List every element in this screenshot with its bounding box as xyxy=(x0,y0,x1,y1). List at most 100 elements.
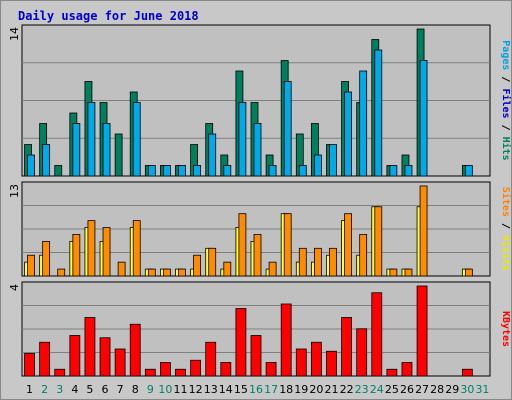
legend-part: KBytes xyxy=(500,311,511,347)
bar-kbytes-day-21 xyxy=(326,350,337,377)
bar-sites-day-3 xyxy=(57,268,66,277)
x-tick-label: 19 xyxy=(294,383,308,396)
bar-files-day-22 xyxy=(344,91,352,177)
bar-kbytes-day-13 xyxy=(205,341,217,377)
bar-files-day-27 xyxy=(419,60,428,177)
bar-sites-day-10 xyxy=(163,268,171,277)
bar-files-day-20 xyxy=(313,154,322,177)
bar-sites-day-16 xyxy=(253,234,262,277)
bar-kbytes-day-20 xyxy=(310,341,322,377)
bar-sites-day-22 xyxy=(344,213,352,277)
bar-files-day-12 xyxy=(193,165,202,177)
bar-kbytes-day-11 xyxy=(175,368,186,377)
bar-files-day-10 xyxy=(163,165,171,177)
legend-part: / xyxy=(500,119,511,137)
x-tick-label: 13 xyxy=(204,383,218,396)
bar-sites-day-14 xyxy=(223,261,232,277)
x-tick-label: 15 xyxy=(234,383,248,396)
bar-files-day-24 xyxy=(374,49,383,177)
x-tick-label: 23 xyxy=(355,383,369,396)
bar-kbytes-day-5 xyxy=(84,317,96,377)
bar-kbytes-day-27 xyxy=(416,285,428,377)
legend-part: / xyxy=(500,217,511,235)
x-tick-label: 9 xyxy=(147,383,154,396)
bar-sites-day-4 xyxy=(72,234,81,277)
x-tick-label: 18 xyxy=(279,383,293,396)
bar-kbytes-day-2 xyxy=(39,341,51,377)
bar-files-day-14 xyxy=(223,165,232,177)
panel-legend: Sites / Visits xyxy=(500,187,512,271)
bar-sites-day-12 xyxy=(193,254,202,277)
bar-sites-day-25 xyxy=(389,268,398,277)
x-tick-label: 3 xyxy=(56,383,63,396)
bar-files-day-16 xyxy=(253,123,262,177)
panel-max-label: 14 xyxy=(8,27,21,41)
bar-files-day-17 xyxy=(268,165,277,177)
bar-files-day-19 xyxy=(298,165,307,177)
bar-kbytes-day-9 xyxy=(144,368,156,377)
bar-sites-day-8 xyxy=(132,220,141,277)
x-tick-label: 24 xyxy=(370,383,384,396)
bar-files-day-4 xyxy=(72,123,81,177)
x-tick-label: 8 xyxy=(132,383,139,396)
bar-files-day-13 xyxy=(208,133,217,177)
legend-part: Sites xyxy=(500,187,512,217)
x-tick-label: 6 xyxy=(102,383,109,396)
bar-kbytes-day-16 xyxy=(250,335,262,377)
bar-sites-day-5 xyxy=(87,220,96,277)
x-tick-label: 29 xyxy=(445,383,459,396)
bar-kbytes-day-22 xyxy=(341,317,352,377)
bar-files-day-2 xyxy=(42,144,51,177)
bar-kbytes-day-1 xyxy=(24,353,35,377)
bar-kbytes-day-15 xyxy=(235,308,247,377)
bar-kbytes-day-12 xyxy=(190,359,202,377)
x-tick-label: 26 xyxy=(400,383,414,396)
bar-files-day-21 xyxy=(329,144,337,177)
x-tick-label: 28 xyxy=(430,383,444,396)
bar-kbytes-day-25 xyxy=(386,368,398,377)
bar-sites-day-9 xyxy=(147,268,156,277)
legend-part: Files xyxy=(500,88,512,118)
bar-kbytes-day-6 xyxy=(99,337,111,377)
x-tick-label: 21 xyxy=(324,383,338,396)
bar-sites-day-19 xyxy=(298,247,307,277)
bar-kbytes-day-7 xyxy=(114,348,126,377)
bar-kbytes-day-8 xyxy=(129,323,141,377)
x-tick-label: 1 xyxy=(26,383,33,396)
bar-sites-day-2 xyxy=(42,240,51,277)
bar-files-day-23 xyxy=(359,70,368,177)
bar-sites-day-6 xyxy=(102,227,111,277)
x-tick-label: 10 xyxy=(158,383,172,396)
x-tick-label: 4 xyxy=(71,383,78,396)
bar-hits-day-7 xyxy=(114,133,123,177)
bar-sites-day-23 xyxy=(359,234,368,277)
bar-kbytes-day-10 xyxy=(160,362,171,377)
x-tick-label: 27 xyxy=(415,383,429,396)
bar-sites-day-15 xyxy=(238,213,247,277)
bar-files-day-6 xyxy=(102,123,111,177)
bar-kbytes-day-26 xyxy=(401,362,413,377)
x-tick-label: 5 xyxy=(86,383,93,396)
x-tick-label: 22 xyxy=(340,383,354,396)
x-tick-label: 31 xyxy=(475,383,489,396)
legend-part: Hits xyxy=(500,137,512,161)
bar-kbytes-day-23 xyxy=(356,328,368,377)
x-tick-label: 12 xyxy=(189,383,203,396)
bar-kbytes-day-24 xyxy=(371,292,383,377)
bar-kbytes-day-17 xyxy=(265,362,277,377)
bar-files-day-18 xyxy=(283,81,292,177)
x-tick-label: 20 xyxy=(309,383,323,396)
bar-files-day-15 xyxy=(238,102,247,177)
panel-legend: Pages / Files / Hits xyxy=(500,40,512,160)
bar-sites-day-18 xyxy=(283,213,292,277)
legend-part: Visits xyxy=(500,235,512,271)
bar-sites-day-27 xyxy=(419,185,428,277)
bar-sites-day-30 xyxy=(464,268,473,277)
panel-legend: KBytes xyxy=(500,311,511,347)
x-tick-label: 30 xyxy=(460,383,474,396)
x-tick-label: 25 xyxy=(385,383,399,396)
bar-sites-day-1 xyxy=(27,254,35,277)
bar-hits-day-3 xyxy=(54,165,63,177)
chart-title: Daily usage for June 2018 xyxy=(18,9,199,23)
